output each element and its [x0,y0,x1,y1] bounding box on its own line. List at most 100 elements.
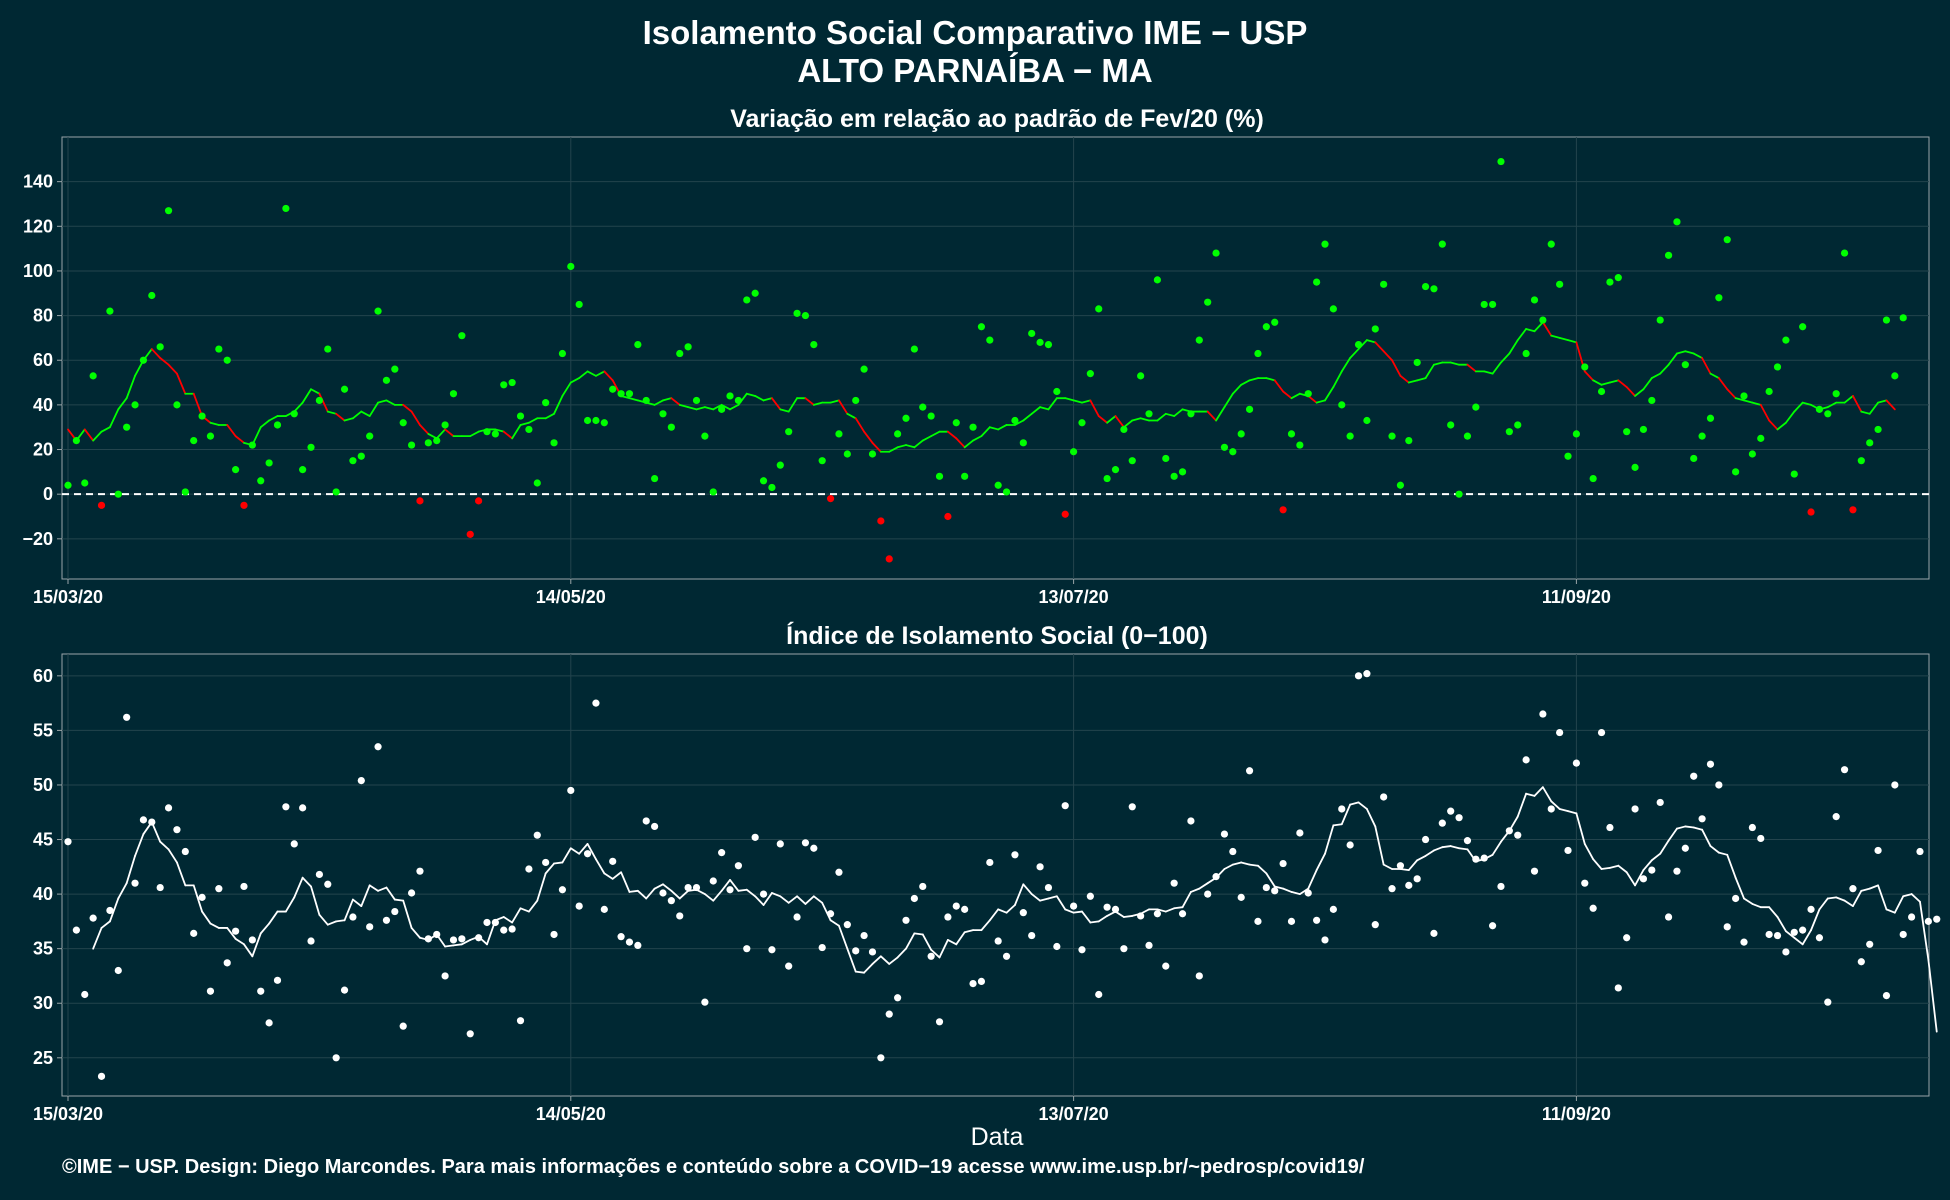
moving-average-segment [1609,379,1620,384]
data-point [1815,934,1824,942]
data-point [1556,280,1564,288]
moving-average-segment [1642,859,1653,871]
data-point [1539,710,1547,718]
data-point [106,307,114,315]
data-point [1782,948,1790,956]
data-point [164,207,173,215]
data-point [1095,305,1103,313]
moving-average-segment [1039,897,1050,902]
data-point [734,396,743,405]
y-tick-label: 55 [33,720,53,740]
moving-average-segment [988,908,1000,922]
moving-average-segment [1307,869,1318,890]
data-point [1204,890,1212,898]
moving-average-segment [821,901,832,922]
data-point [667,897,675,905]
data-point [1095,990,1103,999]
data-point [1380,793,1388,801]
moving-average-segment [1692,826,1703,831]
panel-variacao-y-axis: 140 120 100 80 60 40 20 0 −20 [22,172,62,549]
moving-average-segment [1248,863,1259,867]
moving-average-segment [871,441,882,453]
data-point [424,439,432,447]
data-point [1170,879,1178,887]
data-point [935,472,944,480]
data-point [1757,434,1765,442]
data-point [441,421,449,429]
data-point [1447,807,1455,815]
data-point [1840,249,1849,257]
moving-average-segment [779,895,790,904]
moving-average-segment [192,392,203,417]
data-point [1606,823,1614,832]
data-point [290,840,298,848]
moving-average-segment [1810,908,1821,932]
moving-average-segment [460,939,472,946]
data-point [1732,894,1740,903]
moving-average-segment [1139,417,1150,422]
data-point [1916,847,1924,856]
data-point [726,886,734,894]
data-point [910,345,918,353]
data-point [860,365,868,373]
moving-average-segment [1290,392,1301,400]
y-tick-label: 60 [33,666,53,686]
data-point [1564,846,1572,855]
data-point [1061,802,1069,810]
moving-average-segment [1667,827,1678,842]
data-point [1212,249,1220,257]
data-point [190,929,198,937]
moving-average-segment [167,848,178,864]
data-point [307,443,315,451]
moving-average-segment [234,937,245,946]
moving-average-segment [536,872,547,902]
data-point [374,307,382,315]
data-point [508,378,516,387]
moving-average-segment [1022,412,1033,422]
data-point [977,323,986,331]
moving-average-segment [670,397,681,406]
data-point [835,430,843,438]
data-point [1220,443,1229,451]
data-point [1656,798,1664,807]
data-point [1371,921,1379,929]
moving-average-segment [1734,397,1745,402]
data-point [994,481,1002,489]
moving-average-segment [754,895,765,906]
data-point [1790,928,1798,936]
moving-average-segment [1910,893,1921,903]
data-point [617,933,625,941]
panel-variacao-x-axis: 15/03/20 14/05/20 13/07/20 11/09/20 [33,579,1611,607]
moving-average-segment [125,374,136,400]
data-point [1908,913,1916,921]
moving-average-segment [1324,824,1335,855]
data-point [1639,425,1648,434]
data-point [1480,854,1488,862]
data-point [1715,294,1723,302]
data-point [885,1010,893,1018]
data-point [1891,372,1899,380]
moving-average-segment [385,399,396,406]
moving-average-segment [1114,415,1125,429]
y-tick-label: 120 [23,216,53,236]
moving-average-segment [854,417,865,433]
data-point [483,428,491,436]
moving-average-segment [1877,884,1888,911]
moving-average-segment [150,348,162,359]
panel-indice-title: Índice de Isolamento Social (0−100) [786,621,1208,650]
data-point [1271,887,1279,895]
chart-title: Isolamento Social Comparativo IME − USP [642,14,1308,51]
moving-average-segment [1709,372,1720,379]
data-point [340,385,349,393]
y-tick-label: 60 [33,350,53,370]
moving-average-segment [1860,887,1871,892]
data-point [1472,403,1480,411]
data-point [1773,931,1782,940]
moving-average-segment [561,381,572,397]
data-point [818,943,826,952]
moving-average-segment [1734,876,1745,900]
data-point [810,341,818,349]
data-point [1648,866,1656,874]
moving-average-segment [1433,846,1444,852]
data-point [190,436,198,445]
